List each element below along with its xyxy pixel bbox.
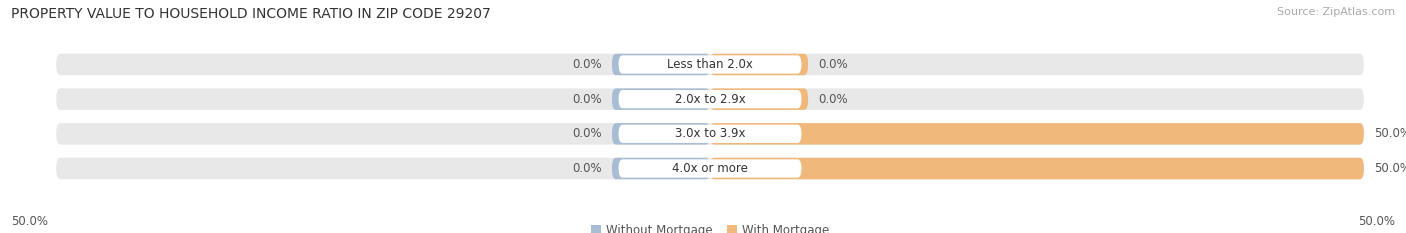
Legend: Without Mortgage, With Mortgage: Without Mortgage, With Mortgage xyxy=(586,219,834,233)
FancyBboxPatch shape xyxy=(710,88,808,110)
Text: 50.0%: 50.0% xyxy=(1374,127,1406,140)
Text: 3.0x to 3.9x: 3.0x to 3.9x xyxy=(675,127,745,140)
Text: 0.0%: 0.0% xyxy=(572,93,602,106)
FancyBboxPatch shape xyxy=(612,88,710,110)
Text: PROPERTY VALUE TO HOUSEHOLD INCOME RATIO IN ZIP CODE 29207: PROPERTY VALUE TO HOUSEHOLD INCOME RATIO… xyxy=(11,7,491,21)
FancyBboxPatch shape xyxy=(710,158,1364,179)
FancyBboxPatch shape xyxy=(619,90,801,108)
Text: Less than 2.0x: Less than 2.0x xyxy=(666,58,754,71)
Text: 50.0%: 50.0% xyxy=(1358,215,1395,228)
FancyBboxPatch shape xyxy=(710,123,1364,145)
Text: 0.0%: 0.0% xyxy=(572,162,602,175)
FancyBboxPatch shape xyxy=(619,159,801,178)
FancyBboxPatch shape xyxy=(619,125,801,143)
FancyBboxPatch shape xyxy=(56,123,1364,145)
FancyBboxPatch shape xyxy=(710,54,808,75)
Text: 0.0%: 0.0% xyxy=(818,93,848,106)
FancyBboxPatch shape xyxy=(612,54,710,75)
FancyBboxPatch shape xyxy=(612,158,710,179)
Text: Source: ZipAtlas.com: Source: ZipAtlas.com xyxy=(1277,7,1395,17)
Text: 0.0%: 0.0% xyxy=(572,127,602,140)
Text: 2.0x to 2.9x: 2.0x to 2.9x xyxy=(675,93,745,106)
FancyBboxPatch shape xyxy=(56,158,1364,179)
FancyBboxPatch shape xyxy=(56,54,1364,75)
Text: 50.0%: 50.0% xyxy=(11,215,48,228)
FancyBboxPatch shape xyxy=(612,123,710,145)
FancyBboxPatch shape xyxy=(619,55,801,74)
FancyBboxPatch shape xyxy=(56,88,1364,110)
Text: 4.0x or more: 4.0x or more xyxy=(672,162,748,175)
Text: 50.0%: 50.0% xyxy=(1374,162,1406,175)
Text: 0.0%: 0.0% xyxy=(572,58,602,71)
Text: 0.0%: 0.0% xyxy=(818,58,848,71)
